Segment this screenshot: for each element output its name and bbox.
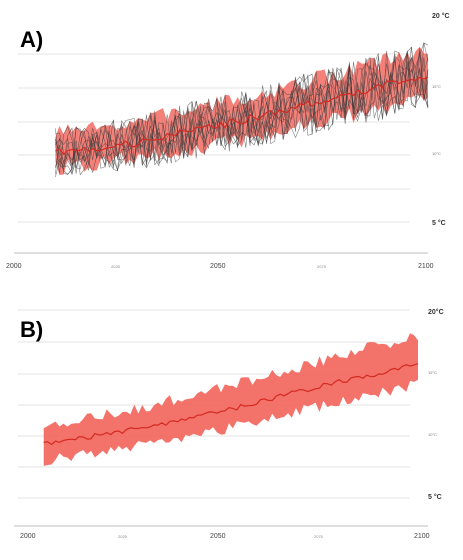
panel-a-x-tick-end: 2100 xyxy=(418,263,434,270)
panel-a-y-lower-mid-label: 10°C xyxy=(432,151,441,156)
panel-b-plot-area xyxy=(43,333,419,466)
panel-a-member-line xyxy=(55,46,429,171)
panel-a-plot-area xyxy=(55,41,429,178)
panel-a-ensemble-members xyxy=(55,41,429,178)
panel-a-uncertainty-band xyxy=(55,46,429,176)
panel-a-x-tick-quarter: 2025 xyxy=(111,264,121,269)
panel-b-ensemble-mean-line xyxy=(43,363,419,446)
panel-a-y-bottom-label: 5 °C xyxy=(432,219,446,227)
panel-b-y-bottom-label: 5 °C xyxy=(428,493,442,501)
panel-a-member-line xyxy=(55,52,429,175)
panel-b-y-upper-mid-label: 15°C xyxy=(428,370,437,375)
panel-a-x-tick-three-quarter: 2075 xyxy=(317,264,327,269)
panel-a-label: A) xyxy=(20,27,43,52)
panel-a-ensemble-mean-line xyxy=(55,76,429,156)
panel-a-member-line xyxy=(55,51,429,178)
panel-b-x-tick-end: 2100 xyxy=(414,533,430,540)
panel-b-x-tick-mid: 2050 xyxy=(210,533,226,540)
panel-a-x-tick-start: 2000 xyxy=(6,263,22,270)
panel-b-y-top-label: 20°C xyxy=(428,308,444,316)
panel-a-y-top-label: 20 °C xyxy=(432,12,450,20)
panel-b-x-tick-three-quarter: 2075 xyxy=(314,534,324,539)
panel-b-x-tick-quarter: 2025 xyxy=(118,534,128,539)
panel-a: A) 20 °C 15°C 10°C 5 °C 2000 2025 2050 2… xyxy=(6,12,450,270)
panel-a-member-line xyxy=(55,42,429,175)
panel-a-member-line xyxy=(55,54,429,175)
panel-a-x-tick-mid: 2050 xyxy=(210,263,226,270)
panel-b-uncertainty-band xyxy=(43,333,418,466)
panel-b-x-tick-start: 2000 xyxy=(20,533,36,540)
panel-b: B) 20°C 15°C 10°C 5 °C 2000 2025 2050 20… xyxy=(14,308,444,540)
panel-a-member-line xyxy=(55,50,429,175)
panel-b-label: B) xyxy=(20,317,43,342)
panel-b-y-lower-mid-label: 10°C xyxy=(428,432,437,437)
panel-a-y-upper-mid-label: 15°C xyxy=(432,84,441,89)
